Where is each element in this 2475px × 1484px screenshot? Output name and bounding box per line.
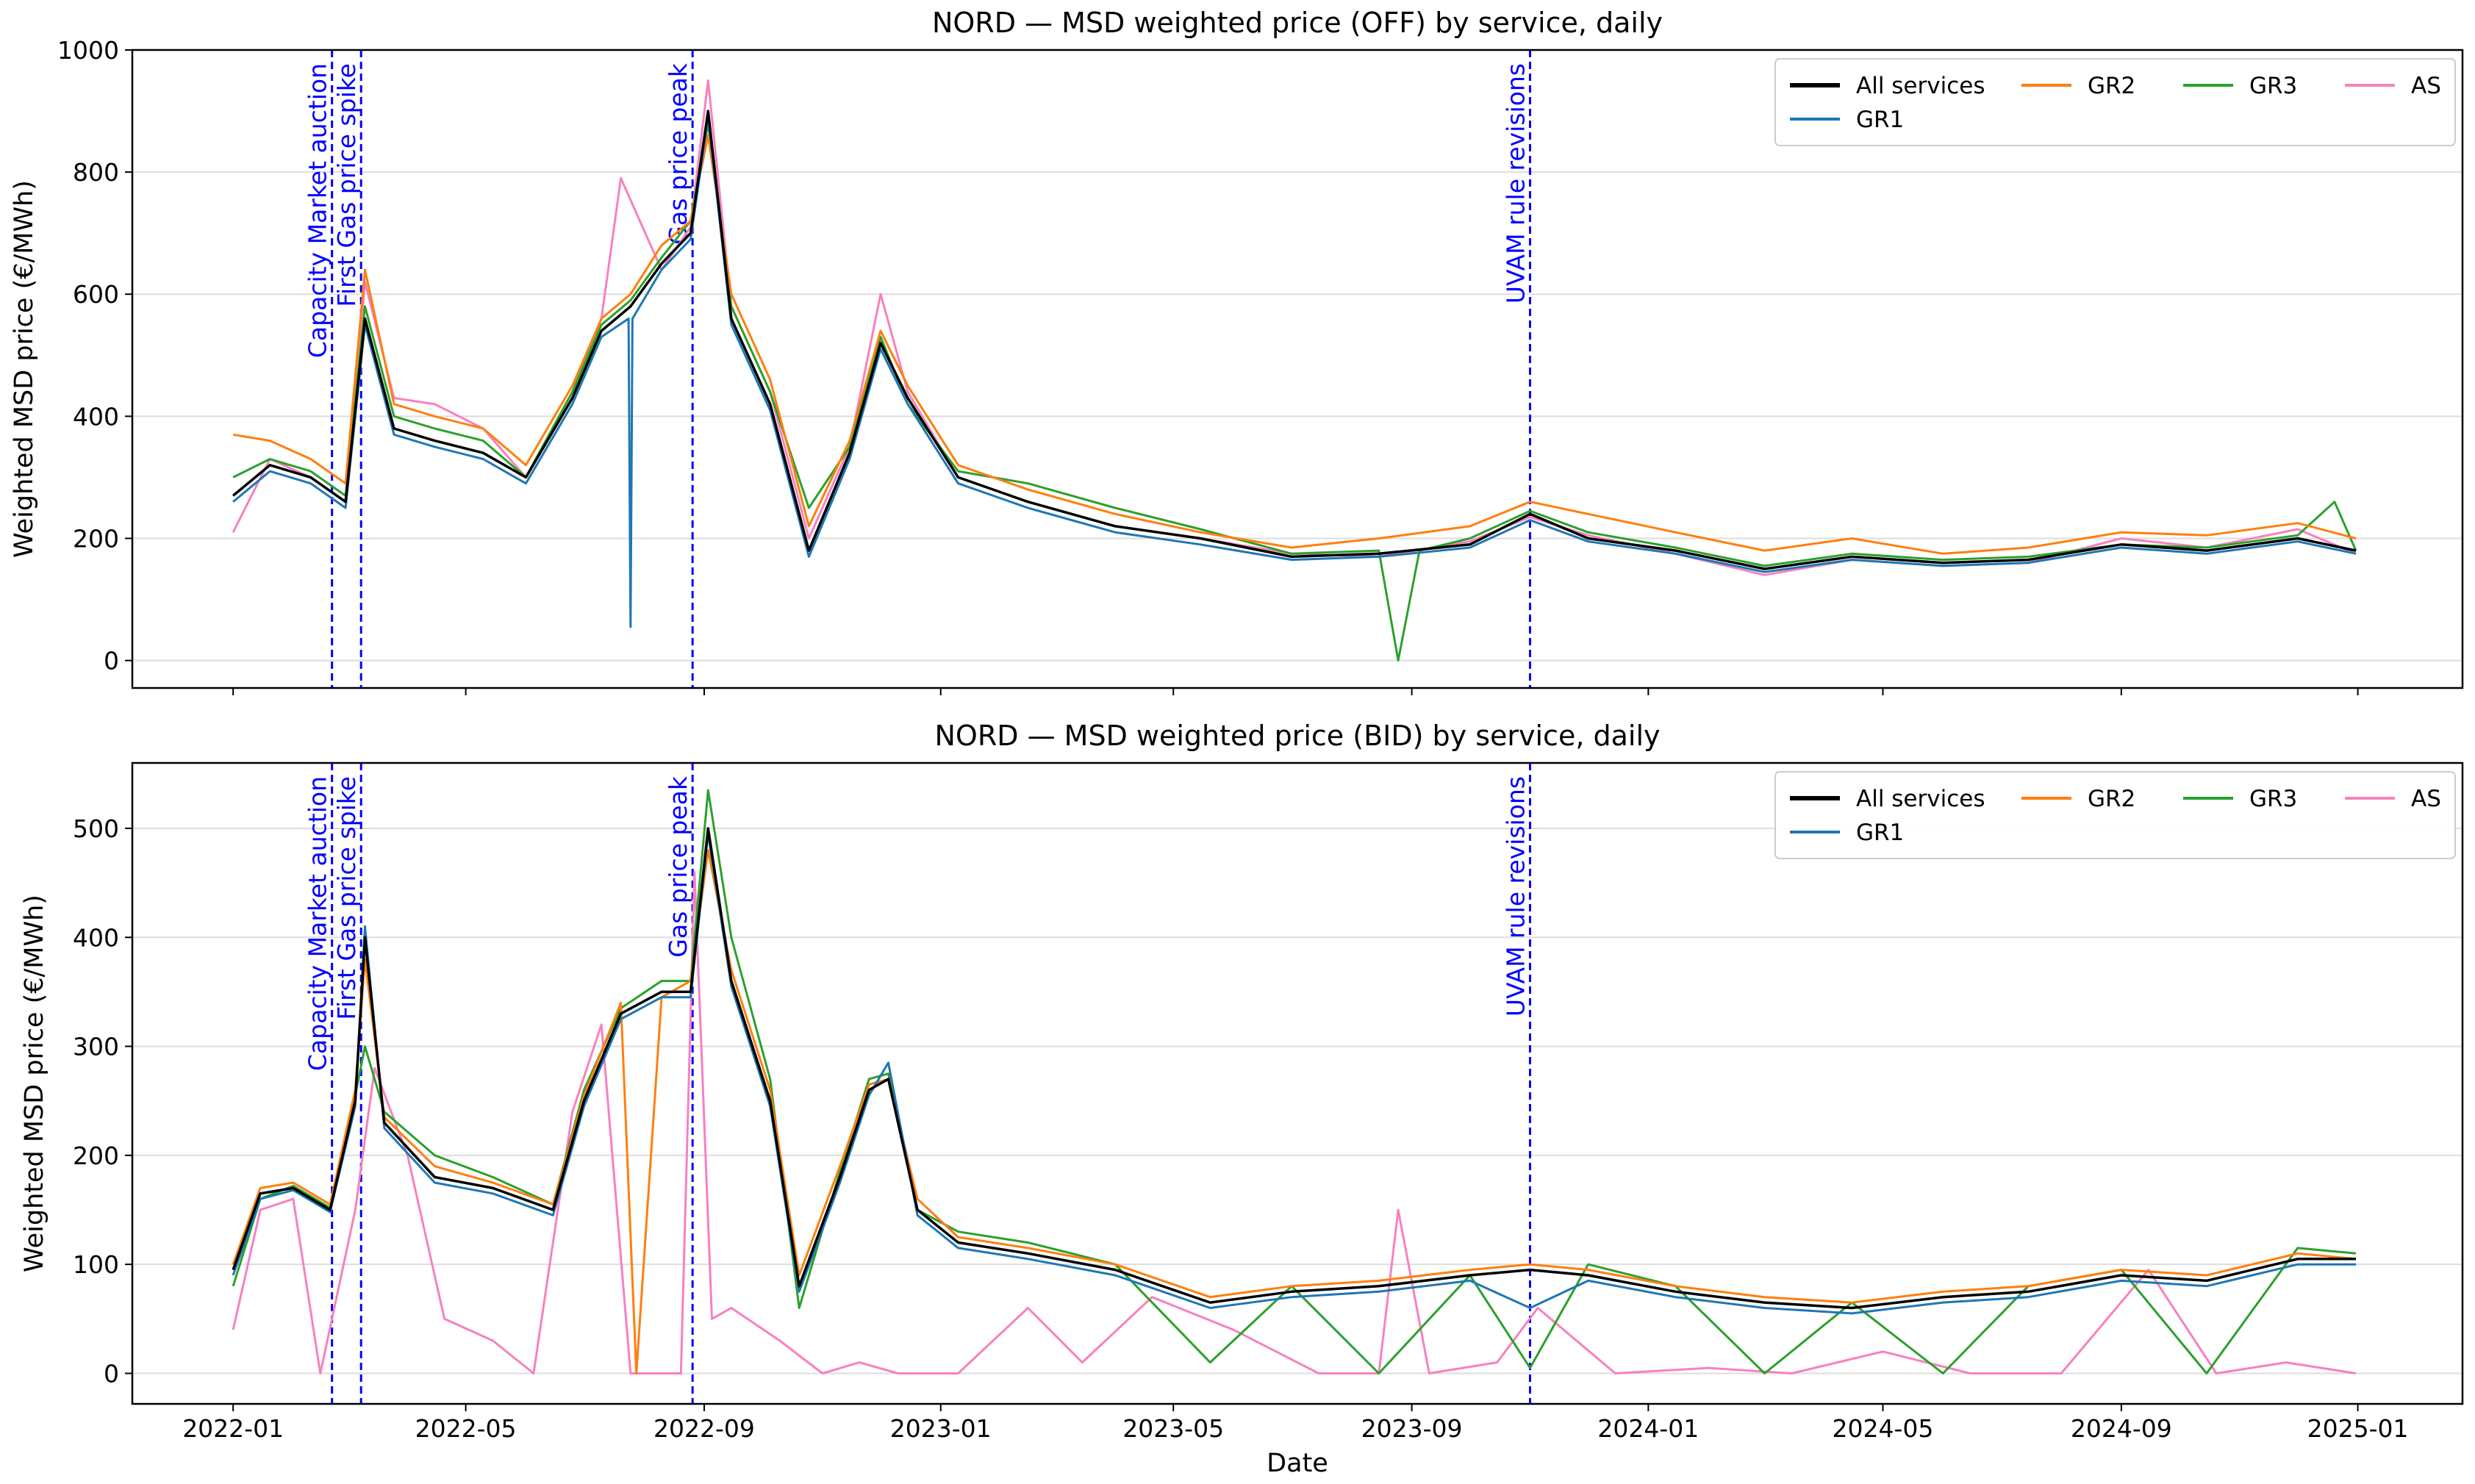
series-line-gr2 xyxy=(232,849,2357,1374)
y-tick-label: 0 xyxy=(104,647,119,675)
x-tick-label: 2024-01 xyxy=(1597,1414,1699,1443)
legend-label: GR1 xyxy=(1856,820,1904,846)
legend-bid: All services GR2 GR3 AS GR1 xyxy=(1774,771,2456,859)
chart-title-bid: NORD — MSD weighted price (BID) by servi… xyxy=(935,720,1661,752)
y-tick-label: 300 xyxy=(73,1033,119,1061)
legend-label: All services xyxy=(1856,786,1985,812)
event-label: Gas price peak xyxy=(664,62,692,245)
y-tick-label: 400 xyxy=(73,923,119,952)
event-label: First Gas price spike xyxy=(332,776,361,1020)
y-tick-label: 200 xyxy=(73,524,119,553)
y-tick-label: 200 xyxy=(73,1141,119,1170)
series-line-gr1 xyxy=(232,832,2356,1315)
legend-off: All services GR2 GR3 AS GR1 xyxy=(1774,58,2456,146)
legend-label: GR2 xyxy=(2088,786,2135,812)
legend-box xyxy=(1774,58,2456,146)
plot-frame-off xyxy=(131,49,2464,689)
x-tick-label: 2023-05 xyxy=(1122,1414,1224,1443)
x-tick-label: 2023-09 xyxy=(1361,1414,1463,1443)
y-axis-label-off: Weighted MSD price (€/MWh) xyxy=(10,180,39,558)
series-line-all-services xyxy=(232,827,2356,1310)
series-line-gr1 xyxy=(232,115,2357,628)
y-tick-label: 100 xyxy=(73,1250,119,1279)
series-line-as xyxy=(232,870,2357,1374)
x-tick-label: 2022-05 xyxy=(415,1414,517,1443)
x-axis-off xyxy=(232,688,2359,695)
plot-frame-bid xyxy=(131,761,2464,1405)
x-tick-label: 2025-01 xyxy=(2307,1414,2409,1443)
x-tick-label: 2024-05 xyxy=(1833,1414,1934,1443)
series-off xyxy=(232,79,2357,662)
y-tick-label: 800 xyxy=(73,158,119,187)
y-tick-label: 400 xyxy=(73,402,119,431)
x-tick-label: 2023-01 xyxy=(890,1414,992,1443)
y-axis-off: 0 200 400 600 800 1000 xyxy=(57,36,132,675)
x-tick-label: 2024-09 xyxy=(2071,1414,2172,1443)
y-tick-label: 500 xyxy=(73,814,119,843)
legend-label: GR3 xyxy=(2249,786,2297,812)
legend-label: AS xyxy=(2411,786,2441,812)
x-tick-label: 2022-09 xyxy=(653,1414,755,1443)
series-line-gr2 xyxy=(232,134,2357,555)
y-tick-label: 0 xyxy=(104,1359,119,1388)
legend-label: GR3 xyxy=(2249,73,2297,99)
legend-label: GR2 xyxy=(2088,73,2135,99)
y-tick-label: 1000 xyxy=(57,36,119,65)
x-axis-bid: 2022-01 2022-05 2022-09 2023-01 2023-05 2023-… xyxy=(182,1404,2409,1443)
y-axis-label-bid: Weighted MSD price (€/MWh) xyxy=(20,895,49,1272)
x-axis-label: Date xyxy=(1267,1449,1328,1478)
x-tick-label: 2022-01 xyxy=(182,1414,284,1443)
y-axis-bid: 0 100 200 300 400 500 xyxy=(73,814,132,1388)
legend-box xyxy=(1774,771,2456,859)
series-line-gr3 xyxy=(232,789,2357,1374)
chart-title-off: NORD — MSD weighted price (OFF) by servi… xyxy=(932,7,1663,39)
y-tick-label: 600 xyxy=(73,280,119,309)
legend-label: AS xyxy=(2411,73,2441,99)
events-bid: Capacity Market auction First Gas price s… xyxy=(304,763,1531,1404)
event-label: UVAM rule revisions xyxy=(1501,776,1530,1017)
legend-label: All services xyxy=(1856,73,1985,99)
legend-label: GR1 xyxy=(1856,107,1904,133)
event-label: Capacity Market auction xyxy=(304,63,332,358)
series-bid xyxy=(232,789,2357,1374)
event-label: Gas price peak xyxy=(664,775,692,958)
event-label: UVAM rule revisions xyxy=(1501,63,1530,304)
event-label: Capacity Market auction xyxy=(304,776,332,1071)
event-label: First Gas price spike xyxy=(332,63,361,307)
series-line-all-services xyxy=(232,110,2357,570)
